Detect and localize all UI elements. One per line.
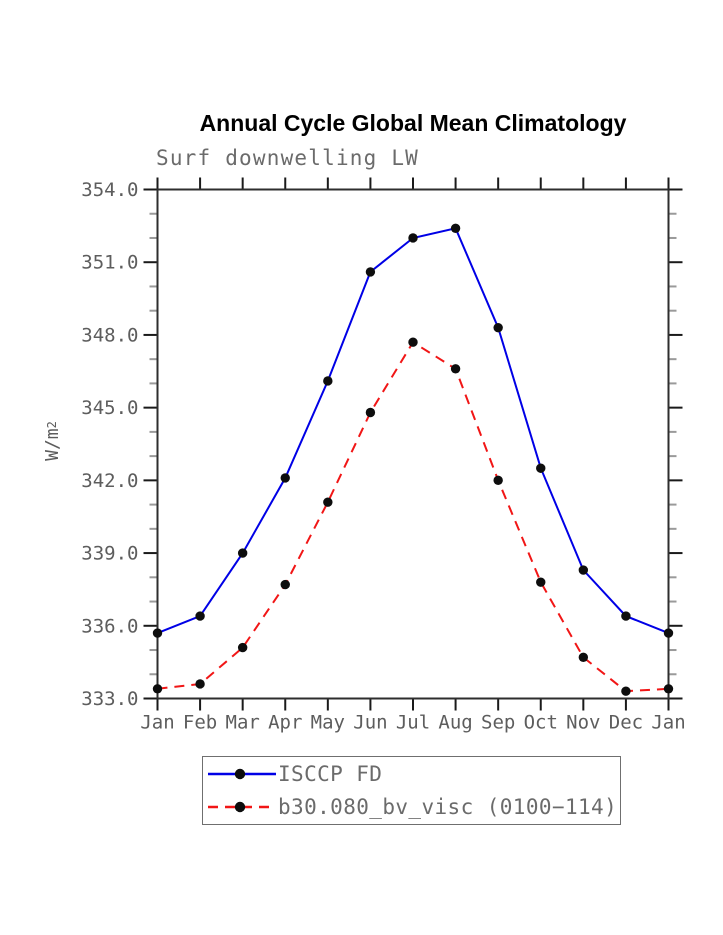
y-tick-label: 333.0 (81, 688, 138, 710)
data-point-marker (621, 686, 631, 696)
legend-label-isccp: ISCCP FD (278, 762, 383, 787)
x-tick-label: Mar (226, 712, 260, 734)
legend-sample-dashed-line-icon (208, 801, 276, 813)
data-point-marker (536, 463, 546, 473)
legend-label-model: b30.080_bv_visc (0100−114) (278, 794, 618, 819)
data-point-marker (450, 223, 461, 233)
data-point-marker (323, 497, 333, 507)
y-axis-major-ticks (143, 188, 683, 700)
y-tick-label: 354.0 (81, 179, 138, 201)
x-tick-label: Apr (268, 712, 302, 734)
plot-box (156, 188, 670, 700)
y-axis-title: W/m 2 (41, 421, 63, 461)
x-tick-label: May (311, 712, 345, 734)
data-point-marker (152, 628, 163, 638)
data-point-marker (280, 579, 290, 590)
y-axis-title-base: W/m (41, 428, 63, 461)
series-model (152, 337, 674, 696)
data-point-marker (663, 684, 674, 694)
series-line (157, 340, 669, 693)
y-tick-label: 345.0 (81, 397, 138, 419)
chart-subtitle: Surf downwelling LW (156, 146, 420, 170)
legend-row-model: b30.080_bv_visc (0100−114) (206, 791, 620, 822)
data-point-marker (408, 233, 418, 243)
x-tick-label: Jul (396, 712, 430, 734)
data-point-marker (323, 376, 333, 386)
data-point-marker (408, 337, 418, 347)
data-point-marker (280, 473, 290, 483)
x-tick-label: Jun (353, 712, 387, 734)
y-axis-minor-ticks (149, 212, 677, 676)
chart-title: Annual Cycle Global Mean Climatology (199, 110, 627, 136)
legend-row-isccp: ISCCP FD (206, 759, 620, 790)
data-point-marker (195, 611, 205, 621)
data-point-marker (663, 628, 674, 638)
y-tick-label: 348.0 (81, 324, 138, 346)
y-tick-label: 342.0 (81, 470, 138, 492)
x-tick-label: Oct (524, 712, 558, 734)
data-point-marker (578, 565, 589, 575)
x-tick-label: Jan (140, 712, 174, 734)
x-tick-label: Sep (481, 712, 515, 734)
data-point-marker (493, 475, 503, 486)
data-point-marker (195, 679, 205, 689)
x-tick-label: Aug (438, 712, 472, 734)
data-point-marker (237, 642, 248, 653)
data-point-marker (365, 267, 376, 277)
data-point-marker (365, 407, 376, 418)
data-point-marker (578, 652, 589, 662)
y-axis-tick-labels: 354.0 351.0 348.0 345.0 342.0 339.0 336.0 333.0 (81, 179, 138, 710)
y-tick-label: 339.0 (81, 543, 138, 565)
data-point-marker (621, 611, 631, 621)
data-point-marker (152, 684, 163, 694)
x-tick-label: Feb (183, 712, 217, 734)
legend-sample-solid-line-icon (208, 768, 276, 780)
data-point-marker (536, 577, 546, 587)
y-tick-label: 351.0 (81, 252, 138, 274)
x-tick-label: Nov (566, 712, 600, 734)
x-tick-label: Dec (609, 712, 643, 734)
x-axis-ticks (156, 177, 670, 711)
data-point-marker (493, 322, 503, 333)
data-point-marker (450, 364, 461, 374)
x-axis-tick-labels: Jan Feb Mar Apr May Jun Jul Aug Sep Oct Nov Dec Jan (140, 712, 685, 734)
legend-box: ISCCP FD b30.080_bv_visc (0100−114) (202, 756, 621, 825)
x-tick-label: Jan (651, 712, 685, 734)
data-point-marker (237, 548, 248, 558)
series-line (157, 227, 669, 635)
series-isccp-fd (152, 223, 674, 638)
y-tick-label: 336.0 (81, 615, 138, 637)
